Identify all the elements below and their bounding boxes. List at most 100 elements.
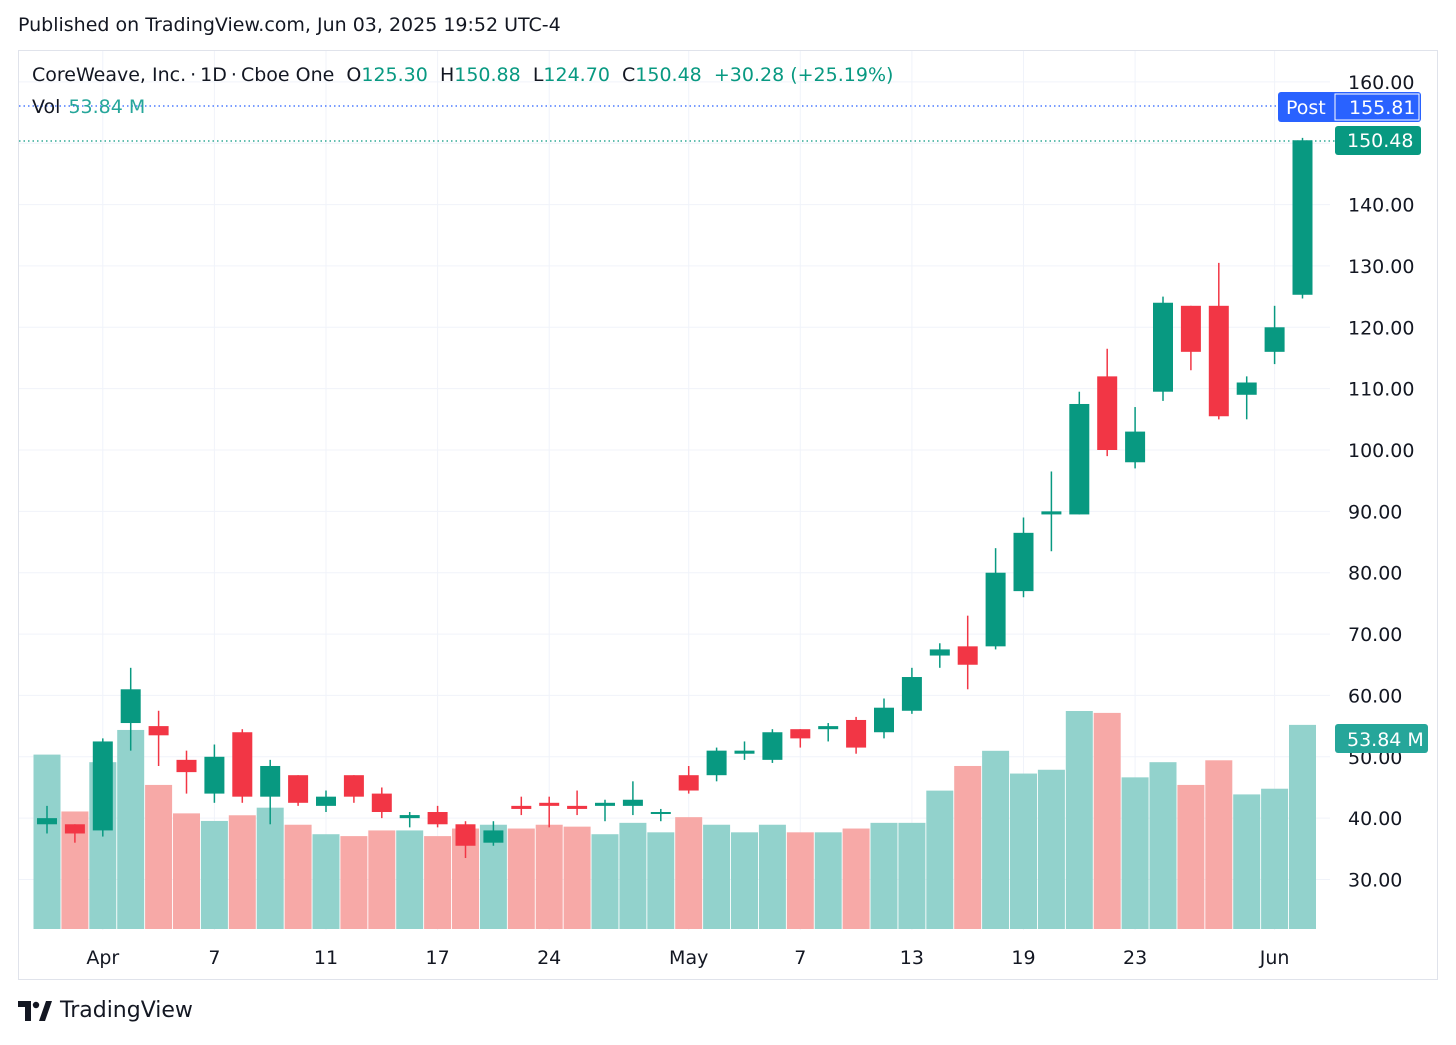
volume-bar <box>619 822 647 929</box>
volume-bar <box>1010 773 1037 929</box>
candle <box>176 750 197 794</box>
y-tick-label: 130.00 <box>1348 256 1414 278</box>
candle-body <box>957 646 978 665</box>
candle-body <box>985 572 1006 647</box>
candles <box>37 137 1313 859</box>
candle-body <box>678 775 699 791</box>
candle-body <box>706 750 727 776</box>
candle <box>595 799 615 822</box>
candle-body <box>901 677 922 711</box>
volume-value-tag: 53.84 M <box>1335 724 1428 753</box>
candle <box>483 821 504 846</box>
price-tags: Post 155.81 150.48 53.84 M <box>1278 92 1428 753</box>
x-tick-label: 11 <box>314 947 338 969</box>
y-tick-label: 80.00 <box>1348 563 1402 585</box>
candle <box>427 805 448 828</box>
candle <box>455 821 476 859</box>
x-tick-label: May <box>669 947 708 969</box>
candle-body <box>204 756 225 794</box>
candle <box>1097 348 1118 457</box>
volume-bar <box>786 832 814 929</box>
post-price-tag: Post 155.81 <box>1278 92 1421 122</box>
candle <box>539 796 560 828</box>
volume-bar <box>1261 788 1289 929</box>
y-tick-label: 40.00 <box>1348 808 1402 830</box>
candle-body <box>399 815 420 819</box>
candle-body <box>1125 431 1146 463</box>
x-tick-label: Apr <box>86 947 119 969</box>
chart-frame[interactable] <box>18 50 1438 980</box>
last-price-tag: 150.48 <box>1335 126 1421 155</box>
time-axis: Apr 7 11 17 24 May 7 13 19 23 Jun <box>86 947 1289 969</box>
symbol-name: CoreWeave, Inc. <box>32 64 187 86</box>
candle <box>1180 305 1201 371</box>
interval: 1D <box>200 64 227 86</box>
candle-body <box>1292 140 1313 295</box>
candle-body <box>288 775 309 803</box>
candle <box>1208 262 1229 420</box>
volume-bars <box>33 711 1316 929</box>
candle <box>92 738 113 837</box>
candle <box>288 775 309 806</box>
candle <box>1264 305 1285 365</box>
candle <box>622 781 643 816</box>
candle-body <box>1097 376 1118 451</box>
candle <box>874 698 894 739</box>
candle-body <box>1069 403 1090 515</box>
candle <box>1292 137 1313 299</box>
volume-bar <box>1289 724 1316 929</box>
candle-body <box>316 796 336 806</box>
candle <box>1236 376 1257 420</box>
candle-body <box>539 802 560 806</box>
candle <box>957 615 978 690</box>
volume-bar <box>898 822 926 929</box>
candle-body <box>595 802 615 806</box>
tradingview-icon <box>18 1000 52 1021</box>
candle <box>511 796 532 816</box>
candle <box>232 729 253 803</box>
tradingview-logo[interactable]: TradingView <box>18 998 193 1023</box>
symbol-legend: CoreWeave, Inc. · 1D · Cboe One O125.30 H150… <box>32 64 894 86</box>
volume-bar <box>200 820 228 929</box>
candle-body <box>371 793 392 813</box>
volume-bar <box>1233 794 1261 929</box>
candle <box>1125 407 1146 469</box>
candle <box>929 643 950 668</box>
price-lines <box>19 105 1335 142</box>
volume-bar <box>1037 769 1065 929</box>
low-value: 124.70 <box>543 64 610 86</box>
y-tick-label: 100.00 <box>1348 440 1414 462</box>
volume-bar <box>842 828 870 929</box>
candle <box>371 787 392 819</box>
candle <box>734 741 755 760</box>
y-tick-label: 110.00 <box>1348 379 1414 401</box>
candle-body <box>427 812 448 825</box>
volume-bar <box>675 817 703 929</box>
candle-body <box>790 729 811 739</box>
volume-bar <box>1093 712 1121 929</box>
volume-bar <box>1205 760 1233 929</box>
volume-bar <box>535 824 563 929</box>
volume-bar <box>117 729 145 929</box>
candle <box>985 548 1006 650</box>
candle <box>343 775 364 803</box>
candle <box>148 710 169 766</box>
published-caption: Published on TradingView.com, Jun 03, 20… <box>18 14 561 36</box>
y-tick-label: 120.00 <box>1348 317 1414 339</box>
candle-body <box>120 689 141 724</box>
volume-tag-bg <box>1335 724 1428 753</box>
candle-body <box>1013 532 1034 592</box>
change-value: +30.28 (+25.19%) <box>713 64 894 86</box>
volume-bar <box>758 824 786 929</box>
candle <box>316 790 336 813</box>
candle-body <box>343 775 364 797</box>
volume-bar <box>1121 777 1149 929</box>
volume-bar <box>703 824 731 929</box>
volume-bar <box>284 824 312 929</box>
candle-body <box>734 750 755 754</box>
volume-bar <box>340 836 368 929</box>
volume-legend: Vol 53.84 M <box>32 96 145 118</box>
volume-bar <box>982 750 1010 929</box>
candle-body <box>1264 327 1285 352</box>
